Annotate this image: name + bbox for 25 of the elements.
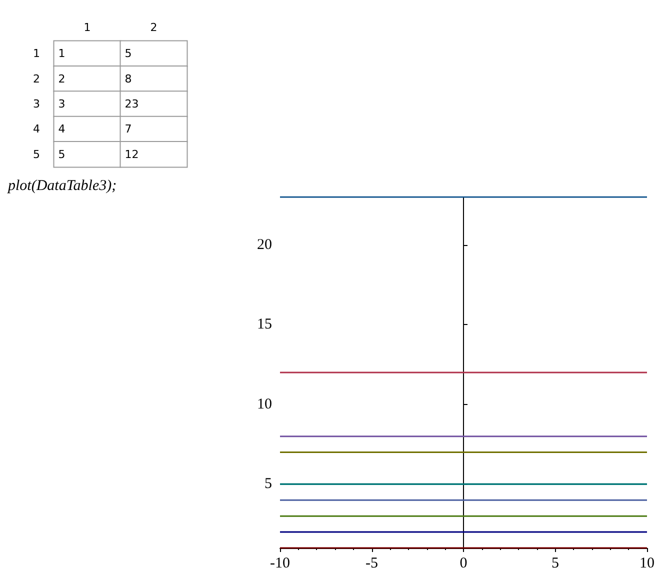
- y-tick-label: 2: [33, 72, 40, 86]
- y-tick-label: 5: [264, 476, 272, 492]
- data-label: 5: [58, 148, 66, 161]
- x-tick-label: 5: [552, 556, 559, 572]
- y-tick-label: 1: [33, 47, 40, 60]
- data-label: 3: [58, 98, 66, 110]
- y-tick-label: 5: [33, 148, 40, 161]
- y-tick-label: 3: [33, 98, 40, 110]
- x-tick-label: -5: [366, 556, 378, 572]
- y-tick-label: 15: [257, 316, 272, 333]
- x-tick-label: -10: [270, 556, 290, 572]
- data-label: 5: [124, 47, 132, 60]
- y-tick-label: 4: [33, 122, 40, 136]
- data-label: 8: [124, 72, 132, 86]
- data-label: 4: [58, 122, 66, 136]
- data-label: 1: [58, 47, 66, 60]
- y-tick-label: 20: [257, 236, 272, 253]
- data-label: 23: [124, 98, 139, 110]
- y-tick-label: 10: [257, 396, 272, 412]
- data-label: 7: [124, 122, 132, 136]
- data-label: 2: [58, 72, 66, 86]
- x-tick-label: 0: [460, 556, 468, 572]
- x-tick-label: 10: [640, 556, 654, 572]
- data-label: 12: [124, 148, 139, 161]
- text: plot(DataTable3);: [8, 178, 117, 195]
